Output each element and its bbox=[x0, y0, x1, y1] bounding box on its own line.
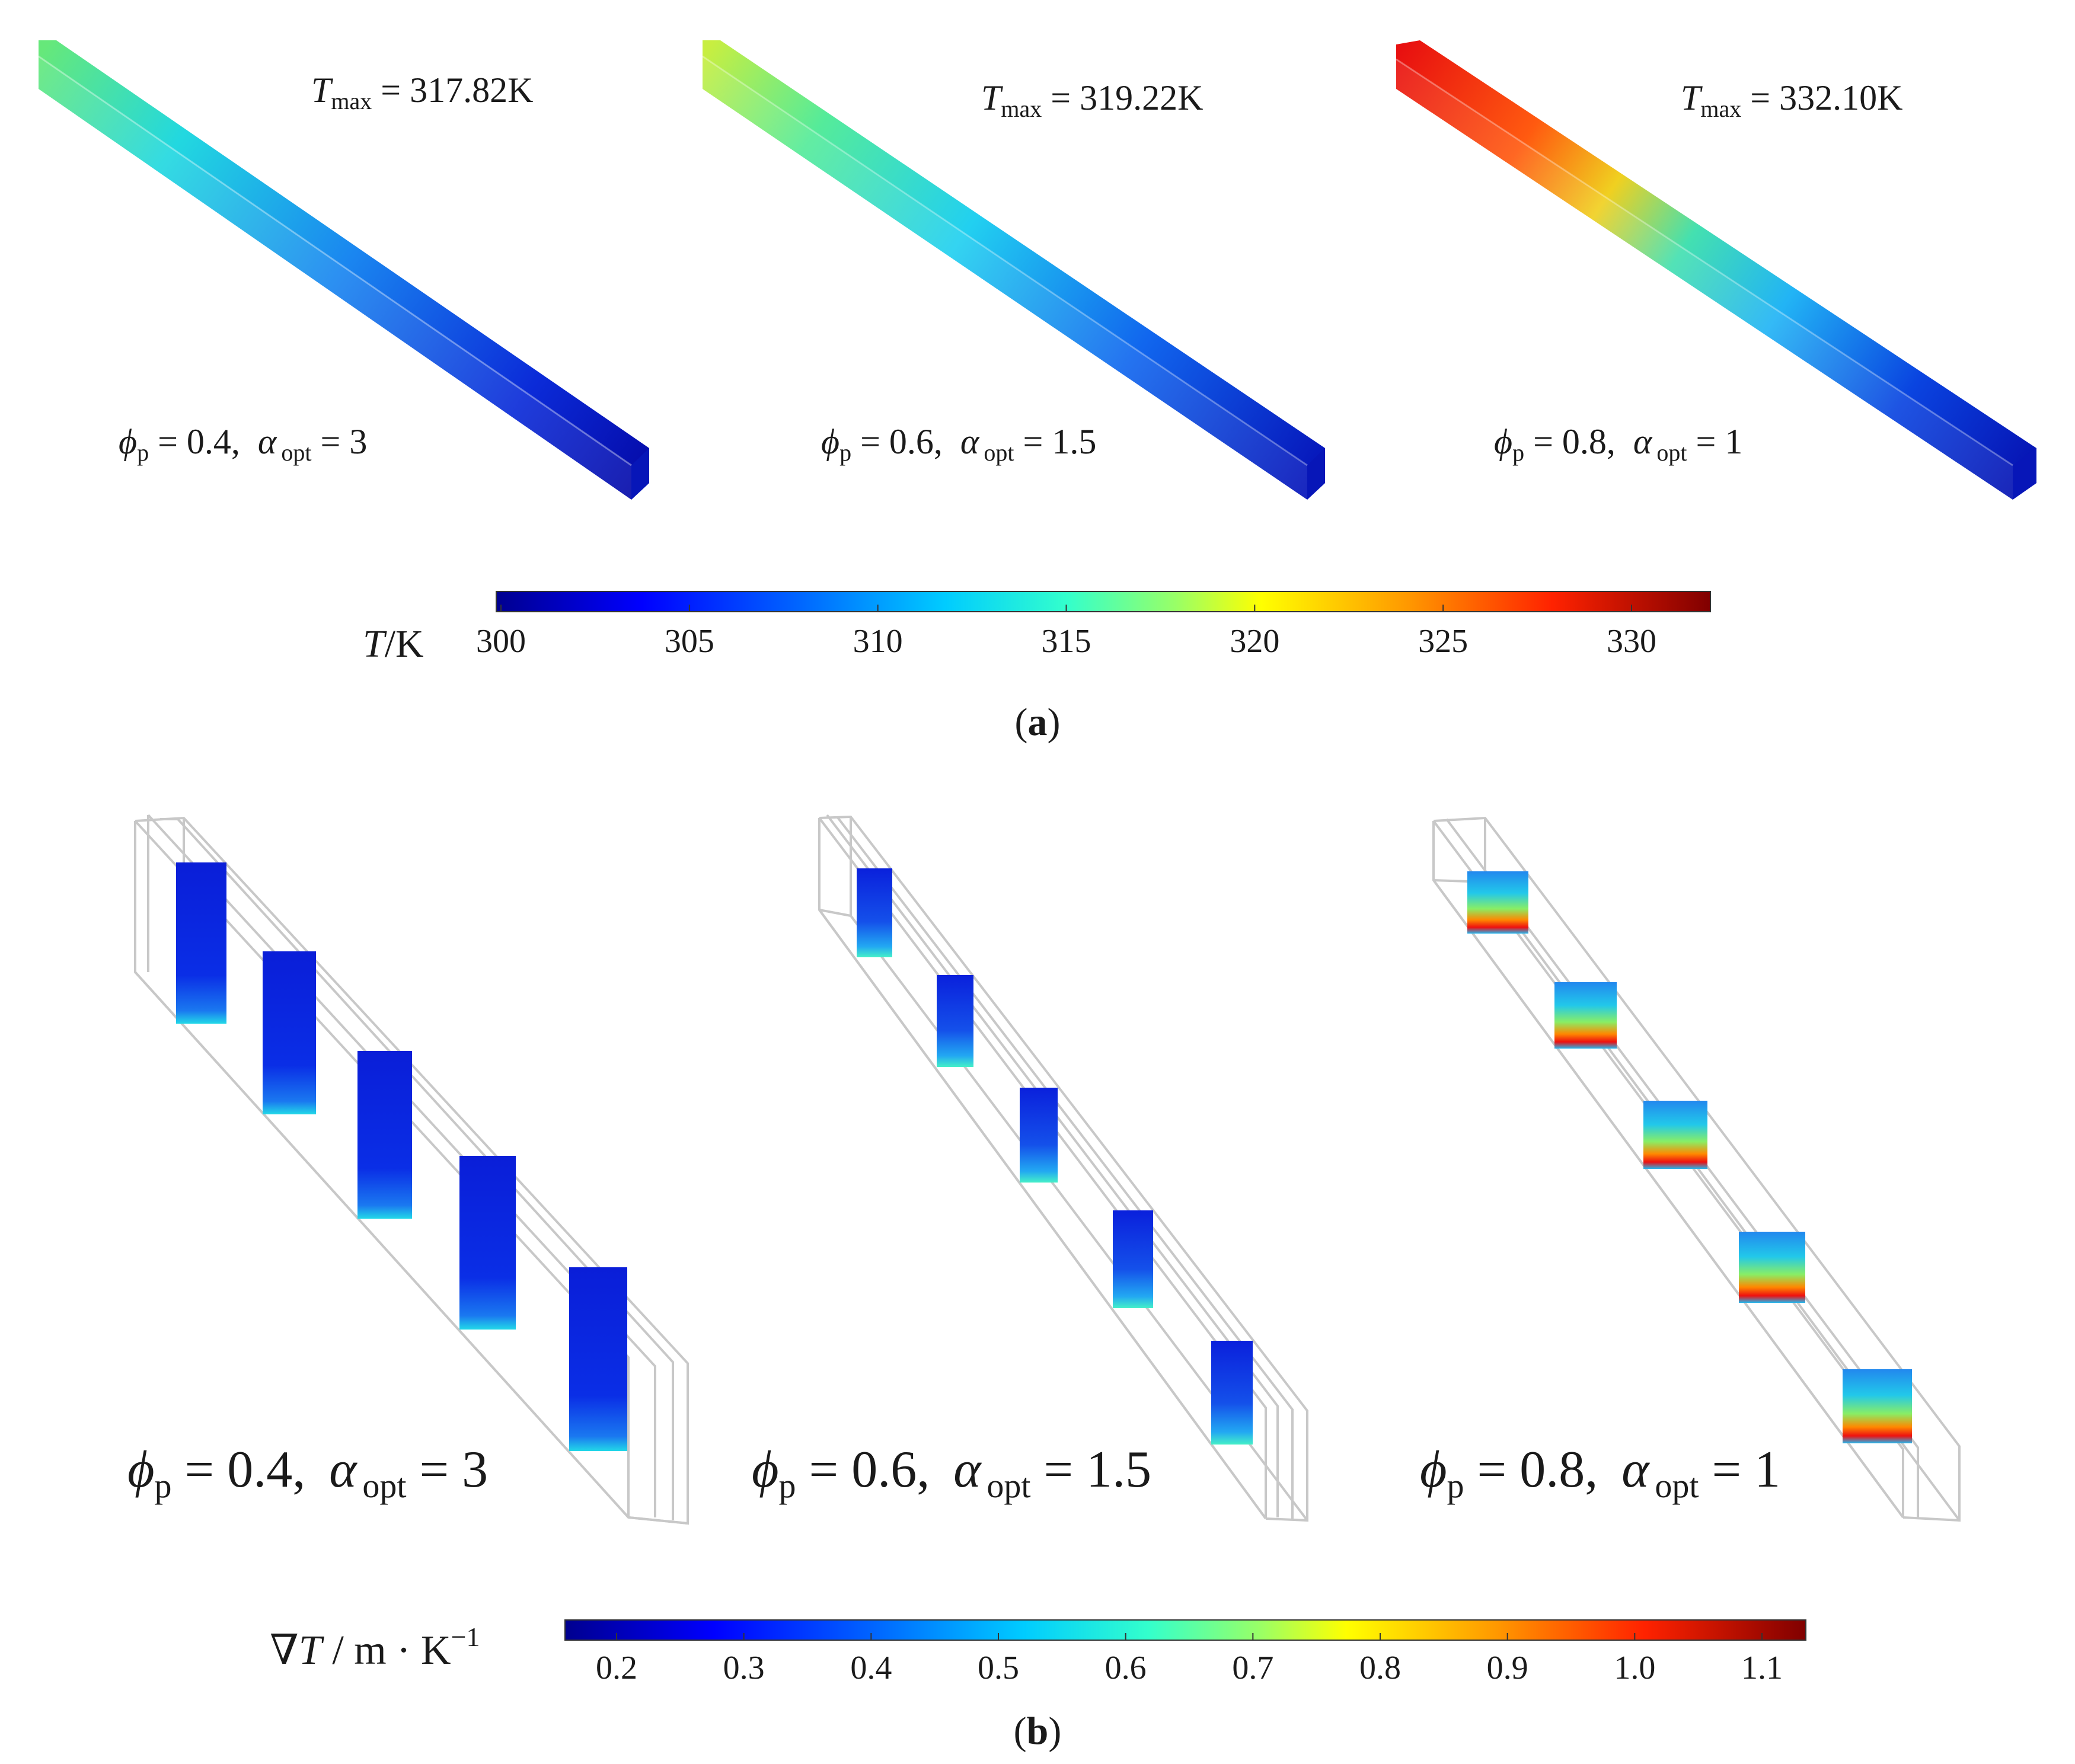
panel-b-label: (b) bbox=[1014, 1709, 1062, 1753]
plate-b1-5 bbox=[569, 1267, 627, 1451]
panel-b: ϕp = 0.4, α opt = 3 ϕp = 0.6, α opt = 1.5 ϕp… bbox=[127, 814, 1961, 1753]
colorbar-b-title: ∇T / m · K−1 bbox=[270, 1622, 480, 1673]
plate-b2-1 bbox=[857, 868, 892, 957]
plate-b2-3 bbox=[1020, 1088, 1058, 1183]
plate-b1-2 bbox=[263, 951, 316, 1114]
gradient-plates-b-3 bbox=[1467, 871, 1912, 1443]
gradient-plates-b-2 bbox=[857, 868, 1253, 1445]
case-label-b-1: ϕp = 0.4, α opt = 3 bbox=[127, 1441, 488, 1505]
plate-b3-3 bbox=[1643, 1101, 1707, 1169]
colorbar-a-tick-label: 330 bbox=[1607, 623, 1656, 660]
colorbar-b-tick-label: 1.1 bbox=[1741, 1650, 1783, 1686]
tmax-label-1: Tmax = 317.82K bbox=[311, 71, 533, 114]
case-label-b-2: ϕp = 0.6, α opt = 1.5 bbox=[752, 1441, 1151, 1505]
colorbar-a-tick-label: 305 bbox=[665, 623, 714, 660]
colorbar-b-tick-label: 0.9 bbox=[1487, 1650, 1528, 1686]
colorbar-a-tick-label: 325 bbox=[1418, 623, 1468, 660]
plate-b1-3 bbox=[357, 1051, 412, 1219]
plate-b3-5 bbox=[1843, 1369, 1912, 1443]
temperature-bar-2 bbox=[702, 40, 1325, 500]
colorbar-b-tick-label: 0.8 bbox=[1359, 1650, 1401, 1686]
case-label-a-3: ϕp = 0.8, α opt = 1 bbox=[1494, 422, 1742, 466]
colorbar-a-gradient bbox=[496, 591, 1711, 612]
case-label-a-1: ϕp = 0.4, α opt = 3 bbox=[119, 422, 367, 466]
colorbar-a-ticks: 300 305 310 315 320 325 330 bbox=[476, 605, 1656, 660]
colorbar-b-ticks: 0.2 0.3 0.4 0.5 0.6 0.7 0.8 0.9 1.0 1.1 bbox=[596, 1633, 1783, 1686]
plate-b1-4 bbox=[459, 1156, 516, 1330]
colorbar-a-tick-label: 300 bbox=[476, 623, 526, 660]
colorbar-b-tick-label: 0.3 bbox=[723, 1650, 765, 1686]
colorbar-b-tick-label: 1.0 bbox=[1614, 1650, 1655, 1686]
panel-a: Tmax = 317.82K Tmax = 319.22K Tmax = 332… bbox=[38, 40, 2036, 744]
colorbar-a-title: T/K bbox=[363, 622, 424, 666]
plate-b2-4 bbox=[1113, 1210, 1153, 1308]
plate-b2-5 bbox=[1211, 1341, 1253, 1445]
colorbar-b-gradient bbox=[564, 1619, 1806, 1641]
colorbar-b-tick-label: 0.7 bbox=[1232, 1650, 1273, 1686]
colorbar-a-tick-label: 310 bbox=[853, 623, 903, 660]
colorbar-a-tick-label: 320 bbox=[1230, 623, 1279, 660]
colorbar-b-tick-label: 0.5 bbox=[978, 1650, 1019, 1686]
colorbar-b-tick-label: 0.4 bbox=[850, 1650, 892, 1686]
plate-b3-1 bbox=[1467, 871, 1528, 934]
colorbar-a-tick-label: 315 bbox=[1042, 623, 1091, 660]
plate-b3-2 bbox=[1554, 982, 1617, 1049]
colorbar-a: 300 305 310 315 320 325 330 T/K bbox=[363, 591, 1711, 666]
gradient-plates-b-1 bbox=[176, 862, 627, 1451]
plate-b1-1 bbox=[176, 862, 226, 1024]
plate-b2-2 bbox=[937, 975, 973, 1067]
colorbar-b: 0.2 0.3 0.4 0.5 0.6 0.7 0.8 0.9 1.0 1.1 ∇T / m · … bbox=[270, 1619, 1806, 1686]
colorbar-b-tick-label: 0.2 bbox=[596, 1650, 637, 1686]
case-label-b-3: ϕp = 0.8, α opt = 1 bbox=[1420, 1441, 1780, 1505]
case-label-a-2: ϕp = 0.6, α opt = 1.5 bbox=[821, 422, 1096, 466]
tmax-label-2: Tmax = 319.22K bbox=[981, 78, 1203, 122]
temperature-bar-1 bbox=[38, 40, 649, 500]
plate-b3-4 bbox=[1739, 1232, 1805, 1303]
colorbar-b-tick-label: 0.6 bbox=[1105, 1650, 1147, 1686]
panel-a-label: (a) bbox=[1015, 701, 1061, 744]
temperature-bar-3 bbox=[1396, 40, 2036, 500]
tmax-label-3: Tmax = 332.10K bbox=[1681, 78, 1902, 122]
